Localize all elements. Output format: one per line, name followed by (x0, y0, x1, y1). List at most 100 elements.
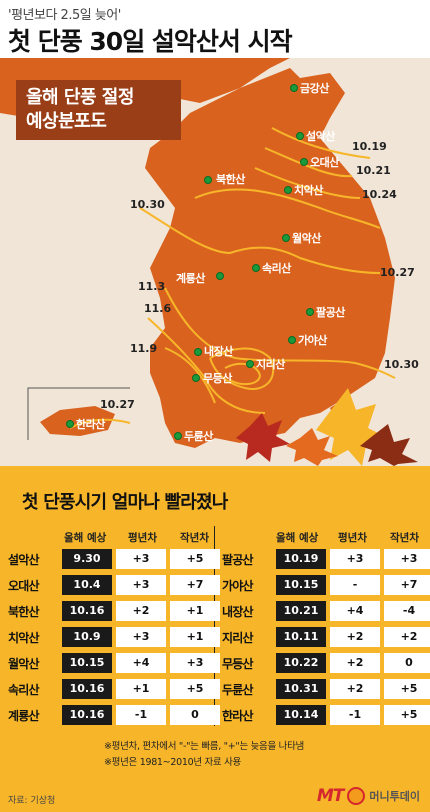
map-badge: 올해 단풍 절정 예상분포도 (16, 80, 181, 140)
marker-icon (252, 264, 260, 272)
last-cell: +3 (170, 653, 220, 673)
jeju-island (40, 406, 115, 436)
marker-icon (194, 348, 202, 356)
avg-cell: +1 (116, 679, 166, 699)
header-pred: 올해 예상 (64, 532, 107, 544)
mountain-name: 한라산 (222, 709, 254, 723)
mountain-name: 무등산 (222, 657, 254, 671)
last-cell: +7 (384, 575, 430, 595)
marker-icon (174, 432, 182, 440)
note-2: ※평년은 1981~2010년 자료 사용 (104, 757, 241, 768)
source-text: 자료: 기상청 (8, 796, 56, 806)
table-row: 속리산 10.16 +1 +5 (8, 679, 220, 699)
avg-cell: - (330, 575, 380, 595)
table-row: 치악산 10.9 +3 +1 (8, 627, 220, 647)
marker-icon (306, 308, 314, 316)
last-cell: +7 (170, 575, 220, 595)
label-jiri: 지리산 (256, 358, 285, 371)
last-cell: +5 (170, 679, 220, 699)
avg-cell: +2 (330, 653, 380, 673)
label-chiak: 치악산 (294, 184, 323, 197)
header-last: 작년차 (180, 532, 209, 544)
label-worak: 월악산 (292, 232, 321, 245)
pred-cell: 10.21 (276, 601, 326, 621)
marker-icon (282, 234, 290, 242)
avg-cell: +3 (116, 575, 166, 595)
avg-cell: +4 (330, 601, 380, 621)
mountain-name: 북한산 (8, 605, 40, 619)
avg-cell: +3 (116, 549, 166, 569)
label-bukhan: 북한산 (216, 173, 245, 186)
pred-cell: 10.31 (276, 679, 326, 699)
marker-icon (204, 176, 212, 184)
last-cell: 0 (384, 653, 430, 673)
pred-cell: 10.11 (276, 627, 326, 647)
table-row: 가야산 10.15- +7 (222, 575, 430, 595)
label-seorak: 설악산 (306, 130, 335, 143)
isoline-label: 10.27 (100, 398, 135, 411)
isoline-label: 11.3 (138, 280, 166, 293)
pred-cell: 9.30 (62, 549, 112, 569)
table-row: 무등산 10.22 +2 0 (222, 653, 430, 673)
mountain-name: 지리산 (222, 631, 254, 645)
mountain-name: 속리산 (8, 683, 40, 697)
pred-cell: 10.4 (62, 575, 112, 595)
table-row: 한라산 10.14 -1 +5 (222, 705, 430, 725)
isoline-label: 11.9 (130, 342, 158, 355)
table-row: 북한산 10.16 +2 +1 (8, 601, 220, 621)
brand-logo: MT 머니투데이 (317, 786, 420, 806)
logo-circle-icon (347, 787, 366, 805)
last-cell: +5 (384, 679, 430, 699)
comparison-section: 첫 단풍시기 얼마나 빨라졌나 올해 예상 평년차 작년차 올해 예상 평년차 … (0, 466, 430, 812)
mountain-name: 월악산 (8, 657, 40, 671)
pred-cell: 10.9 (62, 627, 112, 647)
avg-cell: +4 (116, 653, 166, 673)
subtitle: '평년보다 2.5일 늦어' (8, 8, 121, 23)
mountain-name: 설악산 (8, 553, 40, 567)
table-row: 오대산 10.4 +3 +7 (8, 575, 220, 595)
mountain-name: 두륜산 (222, 683, 254, 697)
isoline-label: 10.30 (130, 198, 165, 211)
last-cell: -4 (384, 601, 430, 621)
pred-cell: 10.16 (62, 679, 112, 699)
mountain-name: 계룡산 (8, 709, 40, 723)
label-naejang: 내장산 (204, 345, 233, 358)
logo-mt: MT (316, 786, 344, 806)
header: '평년보다 2.5일 늦어' 첫 단풍 30일 설악산서 시작 (0, 0, 430, 58)
marker-icon (300, 158, 308, 166)
label-palgong: 팔공산 (316, 306, 345, 319)
marker-icon (216, 272, 224, 280)
marker-icon (66, 420, 74, 428)
last-cell: +1 (170, 627, 220, 647)
label-gyeryong: 계룡산 (176, 272, 205, 285)
pred-cell: 10.19 (276, 549, 326, 569)
header-avg: 평년차 (128, 532, 157, 544)
last-cell: +3 (384, 549, 430, 569)
label-gaya: 가야산 (298, 334, 327, 347)
mountain-name: 내장산 (222, 605, 254, 619)
label-odae: 오대산 (310, 156, 339, 169)
avg-cell: +2 (330, 627, 380, 647)
maple-leaf-icons (236, 388, 418, 466)
header-avg: 평년차 (338, 532, 367, 544)
foliage-map: 올해 단풍 절정 예상분포도 금강산 설악산 오대산 북한산 치악산 월악산 속… (0, 58, 430, 466)
mountain-name: 가야산 (222, 579, 254, 593)
isoline-label: 10.24 (362, 188, 397, 201)
pred-cell: 10.22 (276, 653, 326, 673)
last-cell: +2 (384, 627, 430, 647)
avg-cell: +2 (330, 679, 380, 699)
isoline-label: 10.21 (356, 164, 391, 177)
pred-cell: 10.16 (62, 705, 112, 725)
isolines (69, 127, 396, 429)
note-1: ※평년차, 편차에서 "-"는 빠름, "+"는 늦음을 나타냄 (104, 741, 304, 752)
pred-cell: 10.14 (276, 705, 326, 725)
marker-icon (246, 360, 254, 368)
table-row: 내장산 10.21 +4 -4 (222, 601, 430, 621)
isoline-label: 10.19 (352, 140, 387, 153)
avg-cell: +3 (330, 549, 380, 569)
section-title: 첫 단풍시기 얼마나 빨라졌나 (22, 492, 228, 513)
label-songni: 속리산 (262, 262, 291, 275)
table-row: 두륜산 10.31 +2 +5 (222, 679, 430, 699)
peninsula-shape (145, 68, 395, 448)
table-row: 계룡산 10.16 -1 0 (8, 705, 220, 725)
